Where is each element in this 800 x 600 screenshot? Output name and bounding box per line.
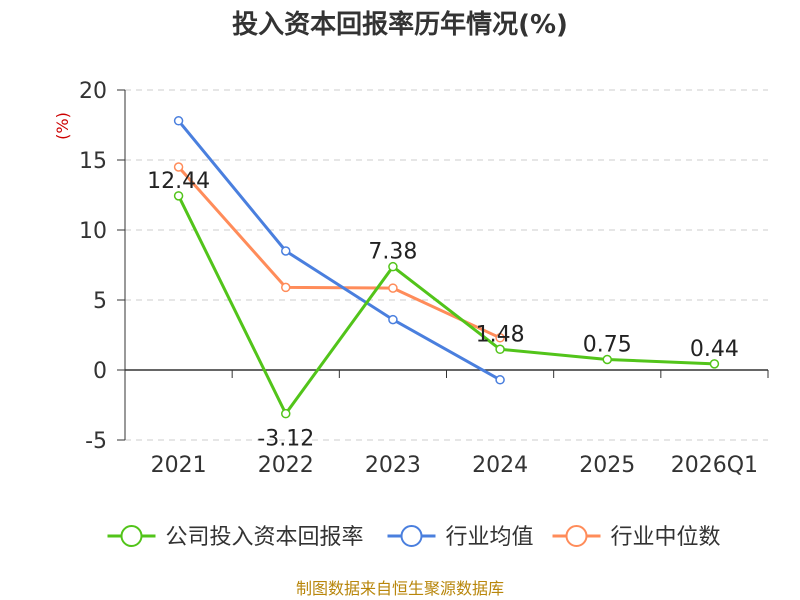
y-tick-label: -5 — [85, 429, 107, 454]
chart-title: 投入资本回报率历年情况(%) — [232, 9, 568, 40]
legend-swatch-marker — [400, 525, 423, 547]
y-tick-label: 15 — [79, 149, 107, 174]
legend-item[interactable]: 行业均值 — [387, 525, 534, 550]
y-tick-label: 10 — [79, 219, 107, 244]
series-lines — [173, 116, 720, 419]
y-tick-label: 0 — [93, 359, 107, 384]
data-point[interactable] — [709, 359, 720, 369]
legend-label: 行业中位数 — [611, 525, 721, 550]
source-note: 制图数据来自恒生聚源数据库 — [296, 579, 504, 598]
data-label: -3.12 — [257, 427, 314, 452]
data-point[interactable] — [388, 283, 398, 293]
legend[interactable]: 公司投入资本回报率 行业均值 行业中位数 — [107, 525, 721, 550]
data-point[interactable] — [173, 116, 184, 126]
data-point[interactable] — [388, 261, 398, 272]
y-tick-label: 20 — [79, 79, 107, 104]
data-point[interactable] — [281, 282, 291, 293]
data-point[interactable] — [495, 344, 505, 355]
x-tick-label: 2022 — [258, 453, 314, 478]
legend-swatch-marker — [120, 525, 143, 547]
data-labels: 12.44 -3.12 7.38 1.48 0.75 0.44 — [147, 169, 739, 452]
legend-item[interactable]: 行业中位数 — [552, 525, 721, 550]
data-point[interactable] — [281, 246, 291, 256]
x-tick-label: 2025 — [579, 453, 635, 478]
data-label: 12.44 — [147, 169, 210, 194]
x-tick-label: 2021 — [151, 453, 207, 478]
y-axis-unit-label: (%) — [53, 112, 72, 140]
data-point[interactable] — [495, 333, 505, 343]
data-point[interactable] — [388, 314, 398, 325]
data-point[interactable] — [495, 375, 505, 385]
data-label: 0.75 — [583, 333, 632, 358]
legend-swatch-marker — [565, 525, 588, 547]
x-tick-label: 2026Q1 — [671, 453, 758, 478]
data-point[interactable] — [173, 162, 184, 172]
legend-item[interactable]: 公司投入资本回报率 — [107, 525, 364, 550]
y-tick-label: 5 — [93, 289, 107, 314]
data-label: 0.44 — [690, 337, 739, 362]
data-point[interactable] — [602, 354, 612, 365]
data-label: 1.48 — [476, 322, 525, 347]
legend-label: 行业均值 — [446, 525, 534, 550]
legend-label: 公司投入资本回报率 — [166, 525, 364, 550]
series-line — [177, 166, 501, 340]
axes: 20 15 10 5 0 -5 2021 2022 2023 2024 2025 2026Q1 — [79, 79, 769, 478]
series-line — [177, 119, 501, 382]
x-tick-label: 2024 — [472, 453, 528, 478]
gridlines — [125, 89, 768, 441]
series-line — [177, 195, 715, 416]
data-point[interactable] — [173, 191, 184, 201]
x-tick-label: 2023 — [365, 453, 421, 478]
data-point[interactable] — [281, 408, 291, 419]
data-label: 7.38 — [368, 240, 417, 265]
